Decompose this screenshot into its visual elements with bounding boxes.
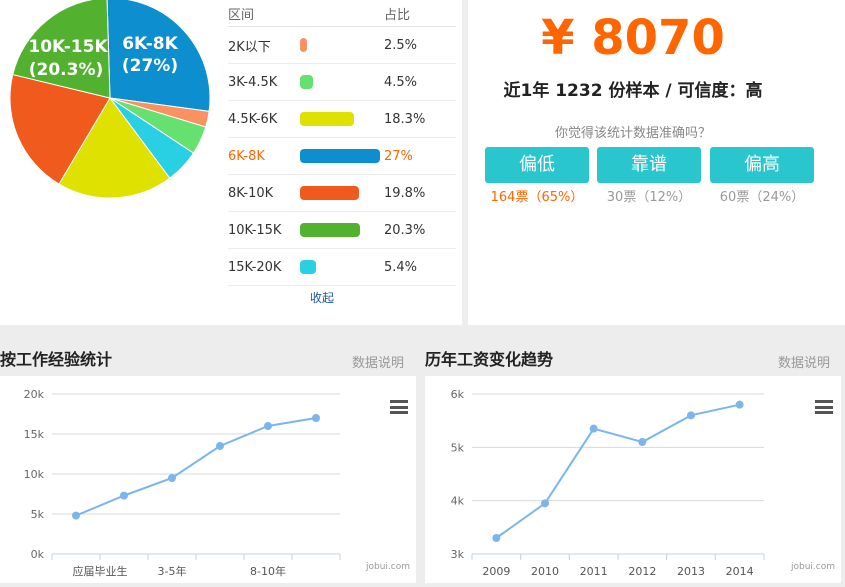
salary-pie-chart: 6K-8K (27%) 10K-15K (20.3%) <box>9 0 211 199</box>
y-tick-label: 5k <box>451 441 465 454</box>
pct-bar <box>300 260 316 274</box>
chart-menu-icon[interactable] <box>815 400 833 414</box>
x-tick-label: 2013 <box>677 565 705 578</box>
y-tick-label: 6k <box>451 388 465 401</box>
y-tick-label: 5k <box>31 508 45 521</box>
pct-bar <box>300 112 355 126</box>
pie-label-6k8k-pct: (27%) <box>122 56 178 76</box>
y-tick-label: 20k <box>24 388 45 401</box>
x-tick-label: 应届毕业生 <box>73 564 128 578</box>
trend-data-note-link[interactable]: 数据说明 <box>778 356 831 371</box>
experience-line-chart: 0k 5k 10k 15k 20k 应届毕业生 3-5年 8-10年 <box>24 388 341 578</box>
pct-bar <box>300 75 314 89</box>
pct-value: 19.8% <box>384 185 426 201</box>
chart-credit: jobui.com <box>366 562 411 572</box>
distribution-row: 6K-8K 27% <box>228 138 456 175</box>
data-point[interactable] <box>120 491 128 500</box>
distribution-row: 10K-15K 20.3% <box>228 212 456 249</box>
series-line <box>75 417 317 517</box>
data-point[interactable] <box>589 424 598 433</box>
trend-chart-box: 3k 4k 5k 6k 2009 2010 2011 2012 2013 2014 jobui.c… <box>425 376 841 583</box>
x-tick-label: 3-5年 <box>158 564 187 578</box>
vote-accurate-button[interactable]: 靠谱 <box>597 147 701 183</box>
collapse-link[interactable]: 收起 <box>310 291 335 305</box>
vertical-divider <box>462 0 468 325</box>
y-tick-label: 10k <box>24 468 45 481</box>
data-point[interactable] <box>492 534 501 542</box>
pct-value: 18.3% <box>384 111 426 127</box>
experience-chart-box: 0k 5k 10k 15k 20k 应届毕业生 3-5年 8-10年 jobui.com <box>0 376 416 583</box>
pie-slice-6K-8K <box>106 0 211 112</box>
x-tick-label: 2009 <box>482 565 510 578</box>
range-label: 6K-8K <box>228 148 265 164</box>
chart-credit: jobui.com <box>791 562 836 572</box>
pie-label-10k15k-range: 10K-15K <box>28 37 108 57</box>
pct-value: 4.5% <box>384 74 418 90</box>
header-pct: 占比 <box>384 7 411 23</box>
range-label: 8K-10K <box>228 185 274 201</box>
pct-value: 27% <box>384 148 413 164</box>
pie-slice-8K-10K <box>9 73 111 185</box>
data-point[interactable] <box>168 474 176 482</box>
y-tick-label: 0k <box>31 548 45 561</box>
pct-bar <box>300 186 359 200</box>
data-point[interactable] <box>264 422 272 430</box>
data-point[interactable] <box>541 499 549 508</box>
vote-low-count: 164票（65%） <box>490 190 584 205</box>
distribution-row: 4.5K-6K 18.3% <box>228 101 456 138</box>
vote-high-count: 60票（24%） <box>719 190 805 205</box>
data-point[interactable] <box>687 411 695 420</box>
distribution-row: 15K-20K 5.4% <box>228 249 456 286</box>
pct-value: 5.4% <box>384 259 418 275</box>
pct-value: 2.5% <box>384 37 418 53</box>
sample-summary: 近1年 1232 份样本 / 可信度：高 <box>503 81 763 101</box>
salary-panel: ¥ 8070 近1年 1232 份样本 / 可信度：高 你觉得该统计数据准确吗？… <box>468 0 845 325</box>
header-range: 区间 <box>228 7 255 23</box>
x-tick-label: 2014 <box>726 565 754 578</box>
distribution-table: 区间 占比 2K以下 2.5% 3K-4.5K 4.5% 4.5K-6K 18.3% 6K-… <box>228 0 456 310</box>
vote-accurate-count: 30票（12%） <box>606 190 692 205</box>
trend-chart-title: 历年工资变化趋势 <box>425 350 554 369</box>
range-label: 15K-20K <box>228 259 282 275</box>
vote-high-button[interactable]: 偏高 <box>710 147 814 183</box>
data-point[interactable] <box>72 511 80 520</box>
data-point[interactable] <box>638 438 647 446</box>
accuracy-question: 你觉得该统计数据准确吗？ <box>554 126 711 141</box>
x-tick-label: 2011 <box>580 565 608 578</box>
experience-data-note-link[interactable]: 数据说明 <box>352 356 405 371</box>
x-tick-label: 8-10年 <box>250 564 286 578</box>
vote-low-button[interactable]: 偏低 <box>485 147 589 183</box>
distribution-header: 区间 占比 <box>228 0 456 27</box>
data-point[interactable] <box>216 442 224 450</box>
y-tick-label: 15k <box>24 428 45 441</box>
pie-label-10k15k-pct: (20.3%) <box>29 60 104 80</box>
average-salary: ¥ 8070 <box>541 10 725 66</box>
pct-value: 20.3% <box>384 222 426 238</box>
pie-label-6k8k-range: 6K-8K <box>122 34 178 54</box>
series-line <box>495 403 740 539</box>
y-tick-label: 4k <box>451 495 465 508</box>
y-tick-label: 3k <box>451 548 465 561</box>
range-label: 4.5K-6K <box>228 111 278 127</box>
data-point[interactable] <box>312 414 320 422</box>
pie-slice-10K-15K <box>12 0 111 99</box>
pct-bar <box>300 223 361 237</box>
distribution-row: 8K-10K 19.8% <box>228 175 456 212</box>
x-tick-label: 2012 <box>628 565 656 578</box>
data-point[interactable] <box>735 400 744 409</box>
trend-line-chart: 3k 4k 5k 6k 2009 2010 2011 2012 2013 2014 <box>451 388 765 578</box>
summary-section: 6K-8K (27%) 10K-15K (20.3%) 区间 占比 2K以下 2.… <box>9 0 845 325</box>
pie-slice-4.5K-6K <box>58 97 171 199</box>
experience-chart-title: 按工作经验统计 <box>0 350 113 369</box>
range-label: 2K以下 <box>228 39 271 55</box>
pct-bar <box>300 149 380 163</box>
chart-menu-icon[interactable] <box>390 400 408 414</box>
range-label: 10K-15K <box>228 222 282 238</box>
distribution-row: 3K-4.5K 4.5% <box>228 64 456 101</box>
distribution-row: 2K以下 2.5% <box>228 27 456 64</box>
range-label: 3K-4.5K <box>228 74 278 90</box>
pct-bar <box>300 38 308 52</box>
x-tick-label: 2010 <box>531 565 559 578</box>
